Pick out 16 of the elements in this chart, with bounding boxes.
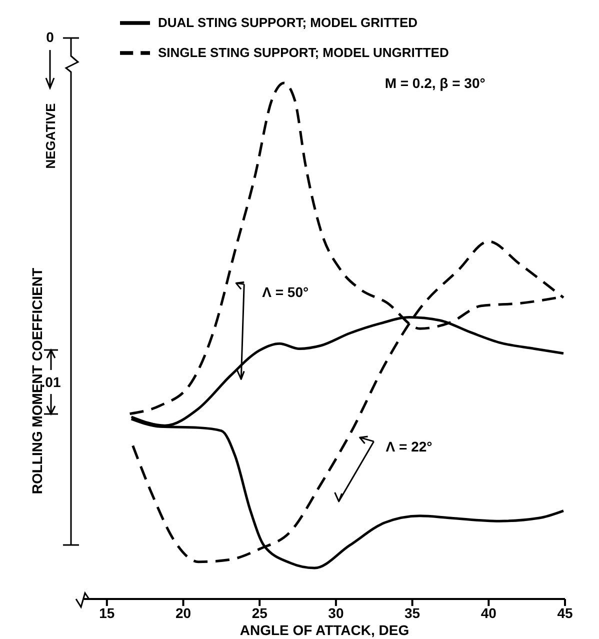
annotation: Λ = 50° [262,284,309,300]
text: 0 [46,29,54,45]
x-tick-label: 45 [557,604,573,621]
text: .01 [41,374,61,390]
x-tick-label: 35 [404,604,420,621]
text: NEGATIVE [43,102,58,169]
x-tick-label: 25 [252,604,268,621]
x-tick-label: 20 [175,604,192,621]
x-tick-label: 15 [99,604,115,621]
x-tick-label: 30 [328,604,344,621]
annotation: M = 0.2, β = 30° [384,75,486,91]
x-tick-label: 40 [480,604,497,621]
legend-label: DUAL STING SUPPORT; MODEL GRITTED [158,14,418,30]
annotation: Λ = 22° [386,438,432,454]
x-axis-title: ANGLE OF ATTACK, DEG [240,622,410,638]
legend-label: SINGLE STING SUPPORT; MODEL UNGRITTED [158,44,449,60]
